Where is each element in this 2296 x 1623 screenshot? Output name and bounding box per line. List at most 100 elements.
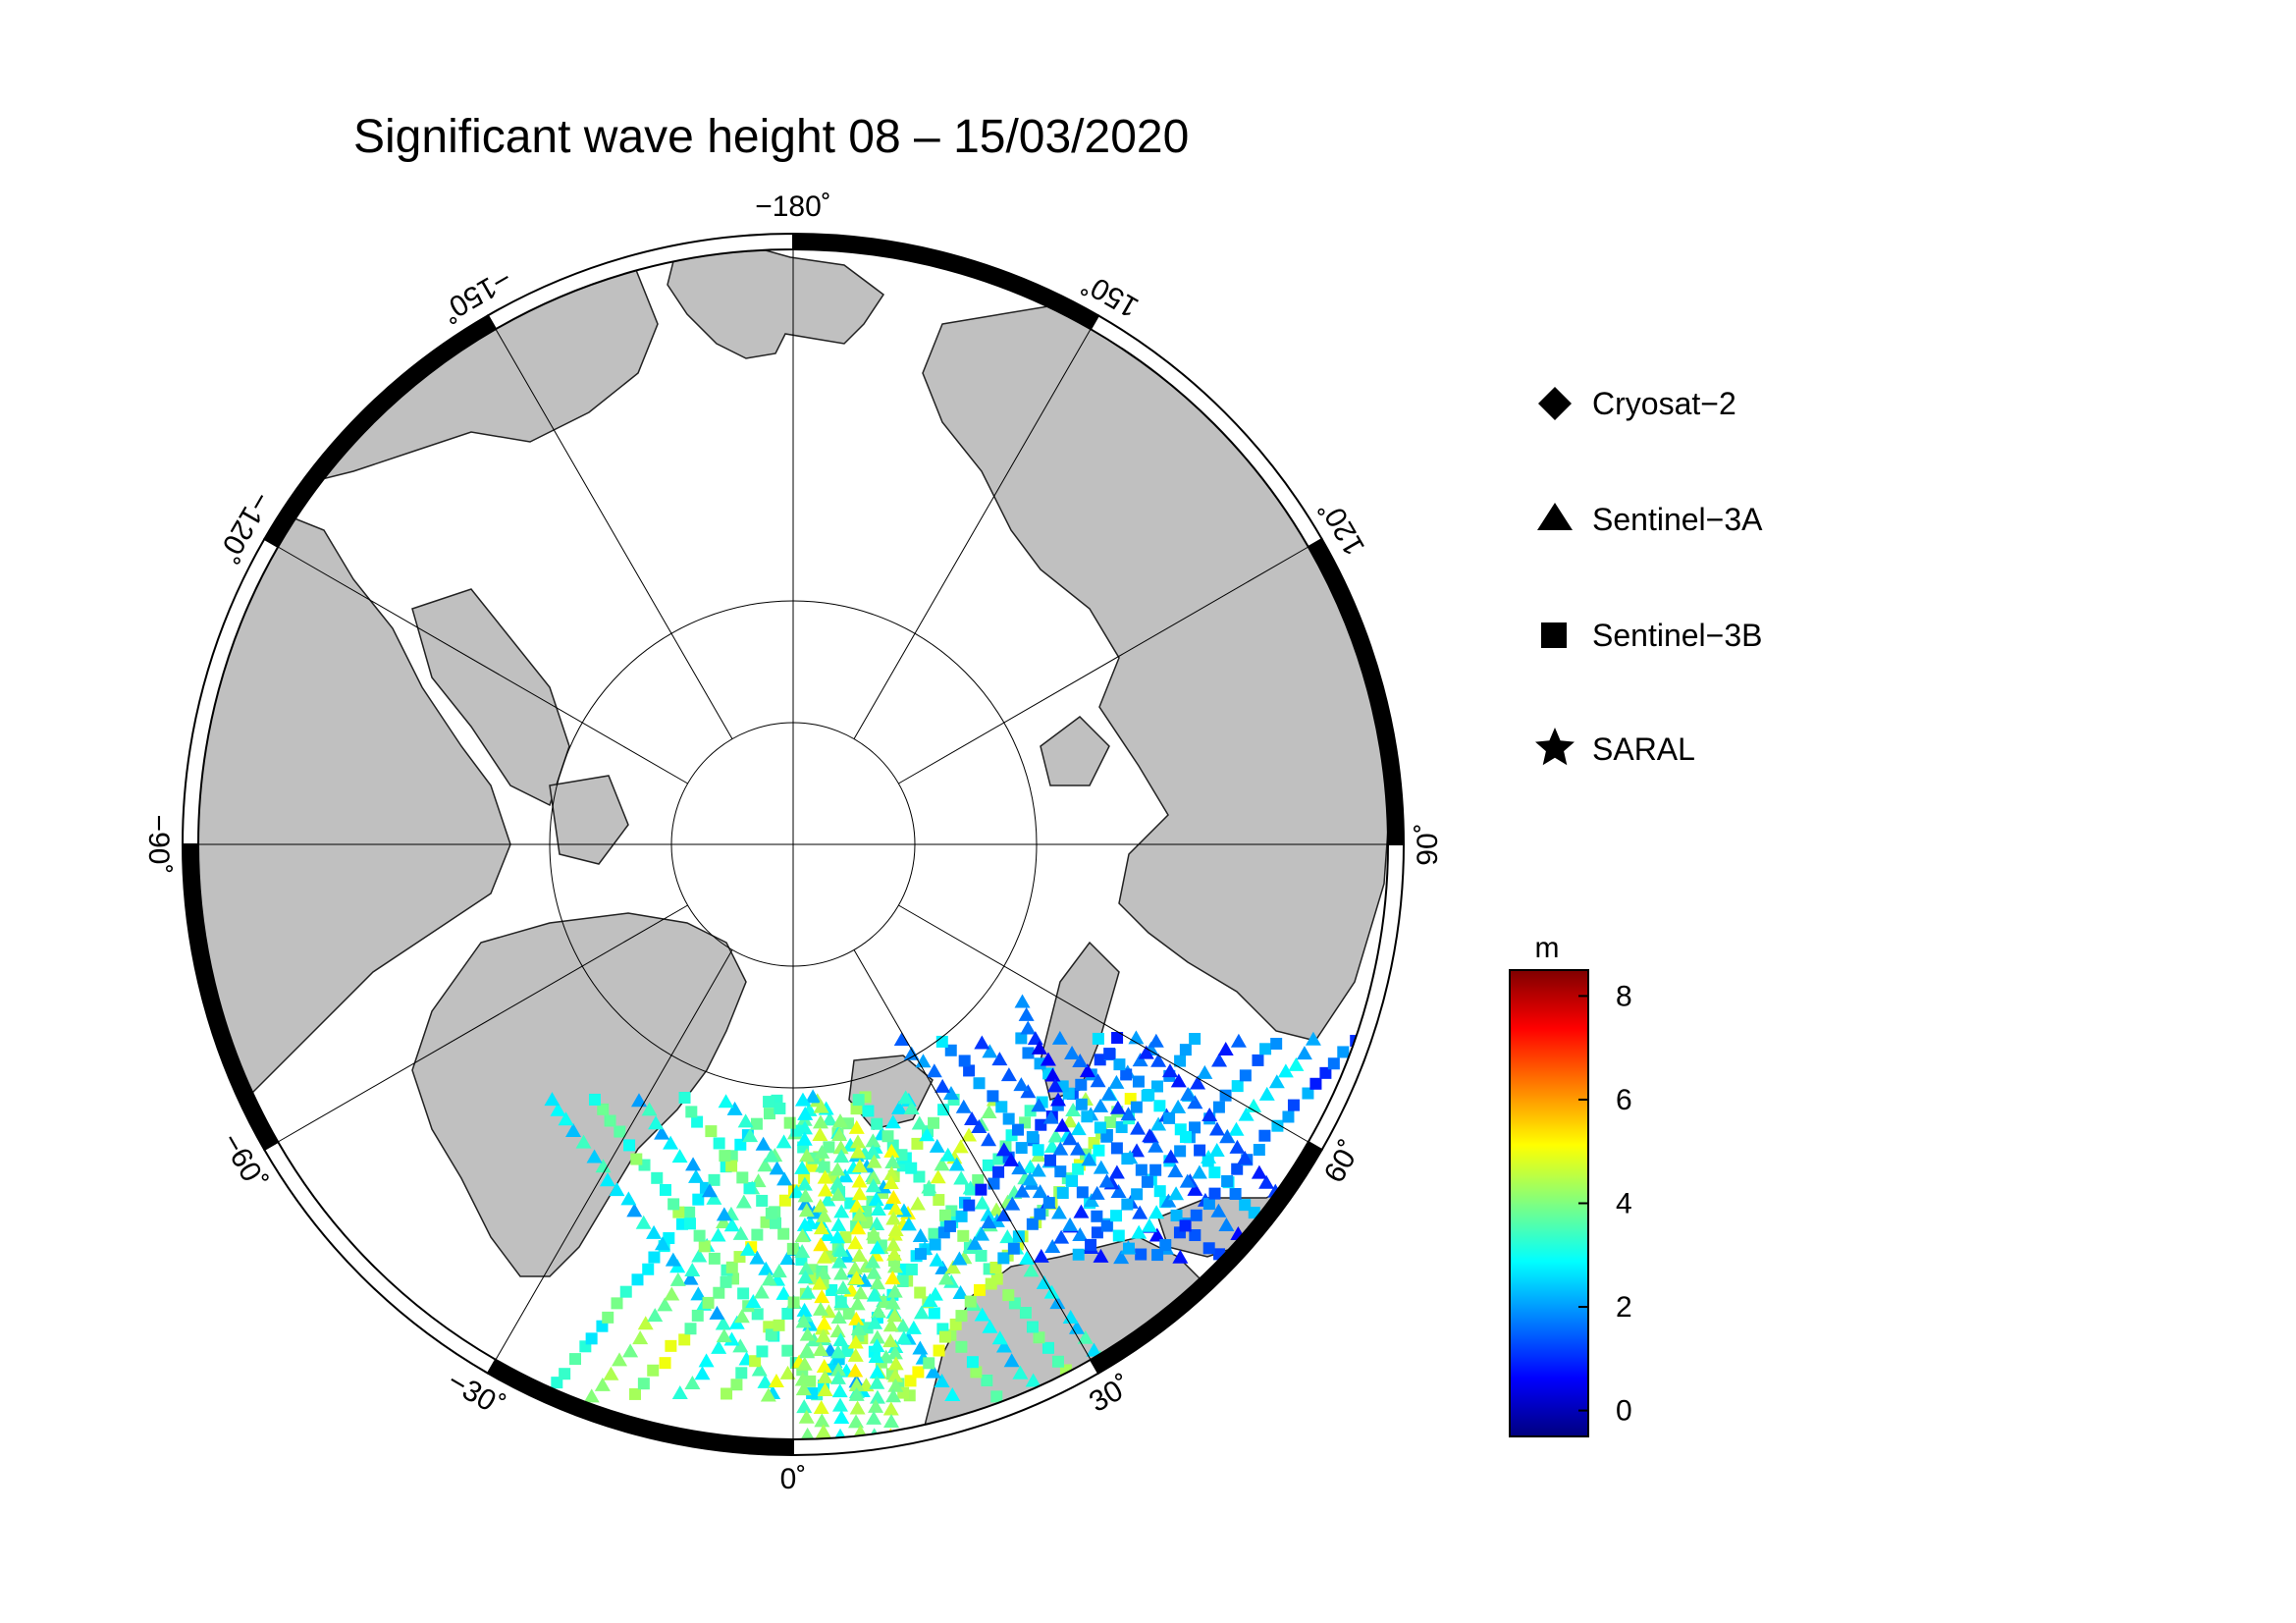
legend-item-saral: SARAL bbox=[1535, 728, 1695, 767]
track-point bbox=[842, 1307, 855, 1320]
track-point bbox=[1289, 1252, 1302, 1265]
track-point bbox=[667, 1198, 680, 1211]
track-point bbox=[1319, 1066, 1332, 1079]
track-point bbox=[1054, 1165, 1067, 1178]
track-point bbox=[688, 1168, 705, 1183]
track-point bbox=[760, 1216, 773, 1228]
track-point bbox=[848, 1386, 865, 1401]
track-point bbox=[848, 1119, 865, 1134]
track-point bbox=[1174, 1145, 1187, 1158]
track-point bbox=[991, 1052, 1008, 1066]
track-point bbox=[723, 1217, 740, 1232]
track-point bbox=[1032, 1144, 1044, 1157]
track-point bbox=[905, 1162, 918, 1174]
track-point bbox=[988, 1177, 1000, 1190]
track-point bbox=[1072, 1163, 1085, 1175]
track-point bbox=[919, 1127, 935, 1142]
land-greenland bbox=[411, 912, 747, 1277]
track-point bbox=[1162, 1149, 1179, 1163]
track-point bbox=[1142, 1128, 1158, 1143]
track-point bbox=[1050, 1205, 1067, 1219]
track-point bbox=[1296, 1046, 1312, 1060]
track-point bbox=[1031, 1040, 1047, 1055]
track-point bbox=[944, 1387, 961, 1402]
meridian-line bbox=[898, 904, 1309, 1143]
track-point bbox=[992, 1153, 1005, 1165]
track-point bbox=[952, 1139, 969, 1154]
track-point bbox=[1090, 1073, 1106, 1088]
track-point bbox=[743, 1182, 756, 1195]
track-point bbox=[831, 1254, 848, 1269]
track-point bbox=[799, 1326, 816, 1341]
track-point bbox=[663, 1135, 679, 1150]
track-point bbox=[1132, 1075, 1145, 1088]
track-point bbox=[648, 1251, 661, 1264]
track-point bbox=[664, 1286, 680, 1301]
track-point bbox=[928, 1307, 940, 1320]
track-point bbox=[796, 1399, 813, 1414]
track-point bbox=[797, 1196, 814, 1211]
track-point bbox=[1135, 1163, 1148, 1176]
track-point bbox=[1072, 1053, 1089, 1067]
track-point bbox=[1042, 1109, 1059, 1124]
track-point bbox=[1268, 1226, 1281, 1239]
track-point bbox=[685, 1106, 698, 1118]
track-point bbox=[885, 1388, 902, 1403]
colorbar-tick-label: 6 bbox=[1616, 1084, 1632, 1116]
track-point bbox=[797, 1270, 814, 1284]
track-point bbox=[955, 1310, 968, 1323]
track-point bbox=[868, 1349, 884, 1364]
track-point bbox=[1012, 1365, 1029, 1380]
track-point bbox=[851, 1207, 868, 1221]
track-point bbox=[1187, 1095, 1203, 1109]
track-point bbox=[1073, 1204, 1090, 1218]
track-point bbox=[558, 1111, 574, 1126]
track-point bbox=[814, 1413, 830, 1428]
track-point bbox=[751, 1362, 768, 1377]
track-point bbox=[1327, 1057, 1340, 1070]
track-point bbox=[1003, 1152, 1020, 1166]
track-point bbox=[691, 1309, 704, 1322]
track-point bbox=[705, 1125, 718, 1138]
track-point bbox=[796, 1356, 813, 1371]
track-point bbox=[981, 1215, 997, 1229]
track-point bbox=[1083, 1193, 1099, 1208]
meridian-line bbox=[277, 546, 688, 784]
track-point bbox=[1120, 1068, 1133, 1081]
track-point bbox=[1072, 1248, 1085, 1261]
track-point bbox=[1043, 1138, 1060, 1153]
track-point bbox=[1212, 1101, 1225, 1113]
track-point bbox=[799, 1427, 816, 1439]
track-point bbox=[787, 1296, 800, 1309]
track-point bbox=[1189, 1121, 1201, 1134]
track-point bbox=[948, 1157, 965, 1171]
track-point bbox=[847, 1334, 864, 1349]
track-point bbox=[1035, 1118, 1047, 1131]
track-point bbox=[1072, 1227, 1089, 1242]
track-point bbox=[1130, 1101, 1143, 1113]
track-point bbox=[869, 1216, 885, 1230]
track-point bbox=[713, 1137, 725, 1150]
track-point bbox=[1062, 1310, 1079, 1325]
colorbar-tick-label: 8 bbox=[1616, 980, 1632, 1012]
track-point bbox=[710, 1227, 726, 1242]
legend-label: Sentinel−3A bbox=[1592, 502, 1763, 537]
track-point bbox=[663, 1232, 675, 1245]
track-point bbox=[995, 1101, 1008, 1113]
track-point bbox=[742, 1128, 759, 1143]
land-canada bbox=[198, 490, 511, 1131]
track-point bbox=[1094, 1121, 1106, 1134]
longitude-label: −90˚ bbox=[142, 815, 175, 875]
track-point bbox=[1065, 1103, 1082, 1117]
track-point bbox=[884, 1114, 901, 1129]
track-point bbox=[1020, 1020, 1037, 1035]
track-point bbox=[751, 1228, 764, 1241]
track-point bbox=[851, 1186, 868, 1201]
track-point bbox=[765, 1207, 777, 1219]
track-point bbox=[966, 1356, 979, 1369]
track-point bbox=[814, 1289, 830, 1304]
track-point bbox=[964, 1295, 977, 1308]
track-point bbox=[763, 1148, 779, 1163]
track-point bbox=[912, 1228, 929, 1243]
track-point bbox=[716, 1207, 732, 1221]
